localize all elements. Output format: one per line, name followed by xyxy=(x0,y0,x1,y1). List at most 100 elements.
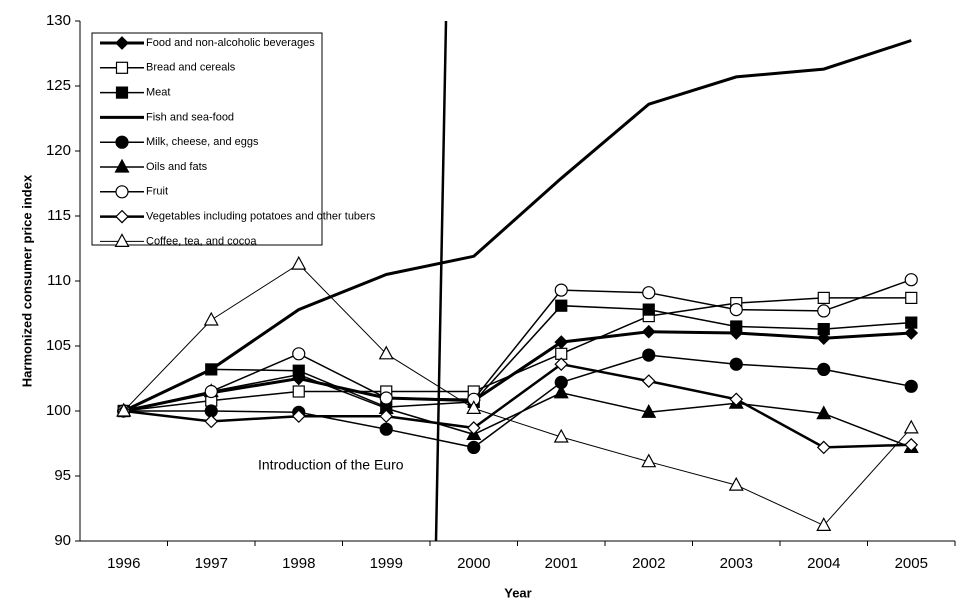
point xyxy=(904,379,918,393)
legend-label: Oils and fats xyxy=(146,161,208,173)
x-tick-label: 1999 xyxy=(370,555,403,572)
y-tick-label: 130 xyxy=(46,12,71,29)
series-line xyxy=(123,39,912,413)
x-tick-label: 2000 xyxy=(457,555,490,572)
point xyxy=(816,405,832,420)
x-tick-label: 1996 xyxy=(107,555,140,572)
legend-marker xyxy=(114,233,130,247)
legend-label: Coffee, tea, and cocoa xyxy=(146,235,257,247)
x-tick-label: 1997 xyxy=(195,555,228,572)
y-axis-label: Harmonized consumer price index xyxy=(19,174,34,387)
point xyxy=(816,440,831,455)
point xyxy=(553,384,569,399)
series-line xyxy=(123,304,912,412)
point xyxy=(729,357,743,371)
legend-label: Fish and sea-food xyxy=(146,111,234,123)
y-tick-label: 90 xyxy=(54,532,71,549)
series-line xyxy=(123,373,912,449)
series-line xyxy=(123,278,912,412)
legend-label: Food and non-alcoholic beverages xyxy=(146,37,315,49)
legend-marker xyxy=(115,61,129,74)
point xyxy=(728,476,744,491)
point xyxy=(817,304,831,318)
series-line xyxy=(123,330,912,413)
point xyxy=(116,402,132,417)
point xyxy=(817,362,831,376)
point xyxy=(204,384,218,399)
legend-box xyxy=(91,32,323,246)
point xyxy=(905,291,918,304)
x-axis-label: Year xyxy=(504,585,531,600)
legend-marker xyxy=(115,86,129,99)
series-line xyxy=(123,263,912,527)
y-tick-label: 125 xyxy=(46,77,71,94)
legend-marker xyxy=(115,135,129,149)
point xyxy=(291,255,307,270)
legend: Food and non-alcoholic beverages Bread an… xyxy=(91,32,376,247)
point xyxy=(554,357,569,372)
legend-marker xyxy=(115,185,129,199)
series-line xyxy=(123,354,912,449)
point xyxy=(816,517,832,532)
legend-label: Meat xyxy=(146,87,170,99)
x-tick-label: 2002 xyxy=(632,555,665,572)
point xyxy=(292,385,305,398)
legend-label: Vegetables including potatoes and other … xyxy=(146,211,376,223)
point xyxy=(641,404,657,418)
y-tick-label: 105 xyxy=(46,337,71,354)
y-tick-label: 110 xyxy=(47,272,71,289)
point xyxy=(729,392,744,407)
point xyxy=(466,421,481,435)
point xyxy=(903,419,919,434)
point xyxy=(641,324,656,339)
point xyxy=(904,437,919,452)
y-tick-label: 100 xyxy=(46,402,71,419)
point xyxy=(379,409,394,424)
point xyxy=(554,283,568,297)
point xyxy=(641,374,656,388)
point xyxy=(466,400,482,414)
x-tick-label: 2004 xyxy=(807,555,840,572)
point xyxy=(642,286,656,300)
legend-label: Fruit xyxy=(146,186,168,198)
legend-marker xyxy=(114,158,130,173)
point xyxy=(467,440,481,454)
point xyxy=(292,347,306,361)
x-tick-label: 1998 xyxy=(282,555,315,572)
point xyxy=(905,316,918,329)
point xyxy=(378,345,394,360)
point xyxy=(816,331,831,346)
x-tick-label: 2003 xyxy=(720,555,753,572)
point xyxy=(642,303,655,316)
legend-label: Bread and cereals xyxy=(146,62,236,74)
point xyxy=(642,348,656,362)
point xyxy=(641,453,657,468)
x-tick-label: 2005 xyxy=(895,555,928,572)
point xyxy=(553,428,569,443)
point xyxy=(204,414,219,429)
y-tick-label: 115 xyxy=(47,207,71,224)
point xyxy=(379,422,393,436)
series-line xyxy=(123,297,912,412)
legend-marker xyxy=(115,36,129,50)
y-tick-label: 95 xyxy=(54,467,71,484)
annotation: Introduction of the Euro xyxy=(258,457,404,473)
legend-label: Milk, cheese, and eggs xyxy=(146,136,259,148)
euro-line xyxy=(434,20,448,542)
y-tick-label: 120 xyxy=(46,142,71,159)
point xyxy=(291,366,307,381)
point xyxy=(379,391,393,405)
x-tick-label: 2001 xyxy=(545,555,578,572)
point xyxy=(904,326,919,340)
series-line xyxy=(123,362,912,449)
point xyxy=(555,299,568,312)
point xyxy=(817,323,830,336)
point xyxy=(203,311,219,326)
point xyxy=(291,409,306,424)
point xyxy=(729,303,743,317)
point xyxy=(817,291,830,304)
point xyxy=(904,273,918,287)
point xyxy=(730,320,743,333)
legend-marker xyxy=(115,209,129,224)
